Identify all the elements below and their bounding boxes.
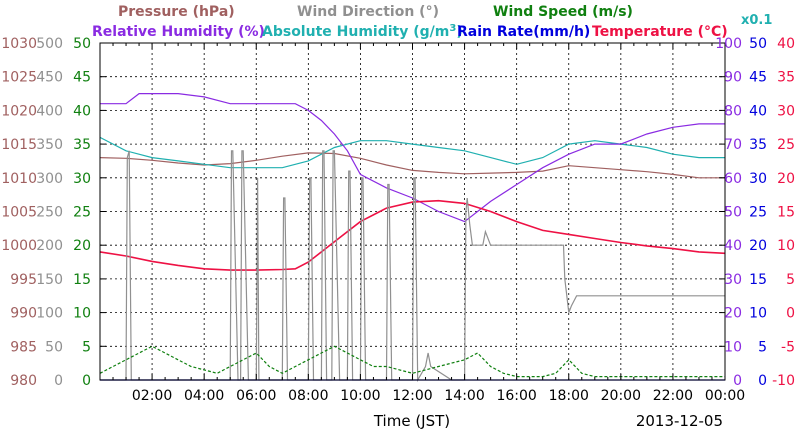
series-line bbox=[99, 199, 726, 271]
pressure-tick-label: 985 bbox=[10, 339, 37, 355]
pressure-tick-label: 1015 bbox=[1, 137, 37, 153]
humidity-tick-label: 70 bbox=[724, 137, 742, 153]
pressure-tick-label: 1005 bbox=[1, 205, 37, 221]
x-tick-label: 14:00 bbox=[444, 388, 484, 404]
humidity-tick-label: 50 bbox=[724, 205, 742, 221]
wind_speed-tick-label: 20 bbox=[73, 238, 91, 254]
x-tick-label: 08:00 bbox=[288, 388, 328, 404]
humidity-tick-label: 30 bbox=[724, 272, 742, 288]
pressure-tick-label: 1025 bbox=[1, 70, 37, 86]
wind_speed-tick-label: 50 bbox=[73, 36, 91, 52]
temperature-tick-label: -10 bbox=[772, 373, 795, 389]
wind_speed-tick-label: 35 bbox=[73, 137, 91, 153]
rain-tick-label: 15 bbox=[749, 272, 767, 288]
wind_direction-tick-label: 350 bbox=[36, 137, 63, 153]
pressure-tick-label: 995 bbox=[10, 272, 37, 288]
wind_speed-tick-label: 10 bbox=[73, 306, 91, 322]
humidity-tick-label: 90 bbox=[724, 70, 742, 86]
pressure-tick-label: 980 bbox=[10, 373, 37, 389]
temperature-tick-label: 25 bbox=[777, 137, 795, 153]
pressure-tick-label: 1030 bbox=[1, 36, 37, 52]
x-tick-label: 22:00 bbox=[653, 388, 693, 404]
x-tick-label: 10:00 bbox=[340, 388, 380, 404]
humidity-tick-label: 40 bbox=[724, 238, 742, 254]
humidity-tick-label: 0 bbox=[733, 373, 742, 389]
wind_direction-tick-label: 0 bbox=[54, 373, 63, 389]
wind_direction-tick-label: 500 bbox=[36, 36, 63, 52]
axes-layer: 02:00 04:00 06:00 08:00 10:00 12:00 14:00 16:00… bbox=[1, 36, 795, 404]
x-tick-label: 20:00 bbox=[601, 388, 641, 404]
temperature-tick-label: 15 bbox=[777, 205, 795, 221]
x-tick-label: 04:00 bbox=[184, 388, 224, 404]
rain-tick-label: 0 bbox=[758, 373, 767, 389]
temperature-tick-label: 0 bbox=[786, 306, 795, 322]
wind_direction-tick-label: 100 bbox=[36, 306, 63, 322]
wind_speed-tick-label: 45 bbox=[73, 70, 91, 86]
humidity-tick-label: 80 bbox=[724, 103, 742, 119]
temperature-tick-label: 30 bbox=[777, 103, 795, 119]
rain-tick-label: 25 bbox=[749, 205, 767, 221]
pressure-tick-label: 1010 bbox=[1, 171, 37, 187]
wind_direction-tick-label: 250 bbox=[36, 205, 63, 221]
temperature-tick-label: 40 bbox=[777, 36, 795, 52]
legend-entry: Absolute Humidity (g/m3) bbox=[262, 23, 463, 40]
rain-tick-label: 20 bbox=[749, 238, 767, 254]
legend-entry: Temperature (°C) bbox=[592, 24, 728, 40]
wind_speed-tick-label: 30 bbox=[73, 171, 91, 187]
legend-entry: Relative Humidity (%) bbox=[92, 24, 265, 40]
humidity-tick-label: 60 bbox=[724, 171, 742, 187]
rain-tick-label: 40 bbox=[749, 103, 767, 119]
wind_speed-tick-label: 40 bbox=[73, 103, 91, 119]
temperature-tick-label: 35 bbox=[777, 70, 795, 86]
pressure-tick-label: 990 bbox=[10, 306, 37, 322]
wind_direction-tick-label: 150 bbox=[36, 272, 63, 288]
x-tick-label: 18:00 bbox=[549, 388, 589, 404]
legend-entry: Rain Rate(mm/h) bbox=[457, 24, 590, 40]
pressure-tick-label: 1000 bbox=[1, 238, 37, 254]
legend-entry: Pressure (hPa) bbox=[118, 4, 235, 20]
wind_speed-tick-label: 0 bbox=[82, 373, 91, 389]
humidity-tick-label: 20 bbox=[724, 306, 742, 322]
x-tick-label: 00:00 bbox=[705, 388, 745, 404]
series-line bbox=[100, 150, 725, 383]
humidity-tick-label: 100 bbox=[715, 36, 742, 52]
rain-tick-label: 30 bbox=[749, 171, 767, 187]
pressure-tick-label: 1020 bbox=[1, 103, 37, 119]
wind_direction-tick-label: 50 bbox=[45, 339, 63, 355]
legend-entry: Wind Direction (°) bbox=[297, 4, 439, 20]
legend-scale-note: x0.1 bbox=[741, 13, 772, 28]
rain-tick-label: 50 bbox=[749, 36, 767, 52]
temperature-tick-label: 10 bbox=[777, 238, 795, 254]
legend-entry: Wind Speed (m/s) bbox=[493, 4, 633, 20]
rain-tick-label: 45 bbox=[749, 70, 767, 86]
wind_direction-tick-label: 450 bbox=[36, 70, 63, 86]
wind_direction-tick-label: 400 bbox=[36, 103, 63, 119]
wind_speed-tick-label: 15 bbox=[73, 272, 91, 288]
temperature-tick-label: 20 bbox=[777, 171, 795, 187]
humidity-tick-label: 10 bbox=[724, 339, 742, 355]
wind_direction-tick-label: 200 bbox=[36, 238, 63, 254]
wind_speed-tick-label: 25 bbox=[73, 205, 91, 221]
series-line bbox=[99, 152, 725, 179]
x-tick-label: 06:00 bbox=[236, 388, 276, 404]
date-label: 2013-12-05 bbox=[636, 412, 723, 430]
rain-tick-label: 5 bbox=[758, 339, 767, 355]
x-tick-label: 12:00 bbox=[392, 388, 432, 404]
series-line bbox=[100, 92, 725, 223]
temperature-tick-label: 5 bbox=[786, 272, 795, 288]
x-axis-label: Time (JST) bbox=[373, 412, 450, 430]
wind_speed-tick-label: 5 bbox=[82, 339, 91, 355]
rain-tick-label: 35 bbox=[749, 137, 767, 153]
wind_direction-tick-label: 300 bbox=[36, 171, 63, 187]
temperature-tick-label: -5 bbox=[781, 339, 795, 355]
x-tick-label: 16:00 bbox=[496, 388, 536, 404]
legend: Pressure (hPa) Wind Direction (°) Wind Spe… bbox=[92, 4, 772, 40]
rain-tick-label: 10 bbox=[749, 306, 767, 322]
x-tick-label: 02:00 bbox=[132, 388, 172, 404]
